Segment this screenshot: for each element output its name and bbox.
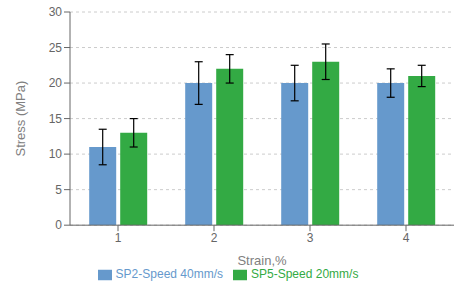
svg-text:30: 30 (49, 5, 63, 19)
svg-text:25: 25 (49, 41, 63, 55)
svg-text:Stress (MPa): Stress (MPa) (13, 81, 28, 157)
svg-text:Strain,%: Strain,% (237, 253, 287, 268)
html-text:SP2-Speed 40mm/s: SP2-Speed 40mm/s (115, 267, 223, 282)
html-text:SP5-Speed 20mm/s: SP5-Speed 20mm/s (251, 267, 359, 282)
svg-text:4: 4 (403, 231, 410, 245)
svg-text:0: 0 (55, 218, 62, 232)
svg-text:20: 20 (49, 76, 63, 90)
svg-text:15: 15 (49, 112, 63, 126)
svg-text:2: 2 (211, 231, 218, 245)
svg-text:3: 3 (307, 231, 314, 245)
svg-text:1: 1 (115, 231, 122, 245)
svg-text:5: 5 (55, 183, 62, 197)
svg-text:10: 10 (49, 147, 63, 161)
